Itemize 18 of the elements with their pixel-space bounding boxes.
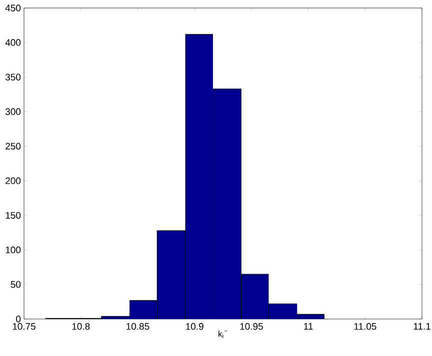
x-tick-label: 11.05 (354, 323, 376, 330)
x-tick-label: 10.95 (240, 323, 263, 330)
x-tick-label: 11.1 (414, 323, 430, 330)
y-tick-label: 250 (6, 142, 21, 150)
y-tick-label: 100 (6, 246, 21, 254)
y-tick-label: 0 (16, 316, 21, 322)
y-tick-label: 50 (10, 281, 21, 288)
x-tick-label: 10.9 (186, 323, 204, 330)
x-tick-label: 11 (304, 323, 313, 330)
y-tick-label: 150 (6, 212, 21, 219)
y-tick-label: 300 (5, 108, 21, 116)
x-tick-label: 10.8 (72, 323, 90, 330)
y-tick-label: 200 (6, 177, 21, 184)
y-tick-label: 400 (5, 39, 21, 46)
x-tick-label: 10.75 (12, 323, 36, 330)
y-tick-label: 450 (5, 4, 21, 12)
y-tick-label: 350 (5, 74, 21, 80)
x-tick-label: 10.85 (126, 323, 150, 330)
